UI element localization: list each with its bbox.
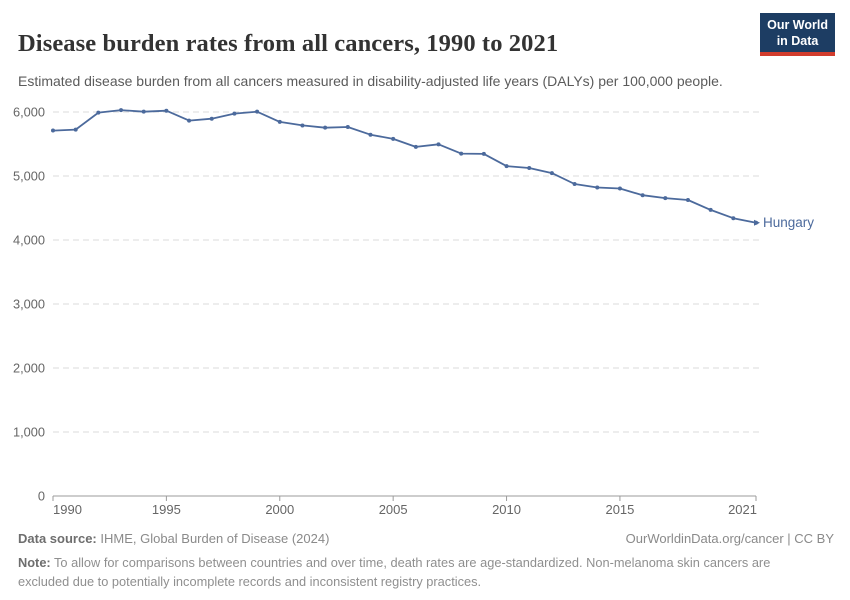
owid-logo-line2: in Data: [776, 34, 819, 48]
y-axis-tick-label: 2,000: [13, 361, 45, 376]
data-point: [187, 118, 192, 123]
x-axis: 1990 1995 2000 2005 2010 2015 2021: [52, 495, 757, 517]
series-line: [52, 109, 757, 224]
data-point: [436, 142, 441, 147]
data-point: [572, 182, 577, 186]
data-point: [708, 207, 713, 212]
x-axis-tick-label: 1995: [152, 502, 181, 517]
line-end-arrow: [754, 219, 760, 226]
page-title: Disease burden rates from all cancers, 1…: [18, 30, 559, 58]
chart-footer: Data source: IHME, Global Burden of Dise…: [18, 531, 834, 592]
data-point: [277, 119, 282, 124]
x-axis-tick-label: 2010: [492, 502, 521, 517]
data-point: [549, 171, 554, 176]
data-point: [481, 151, 486, 156]
data-point: [413, 144, 418, 149]
chart-subtitle: Estimated disease burden from all cancer…: [18, 73, 723, 89]
data-point: [51, 128, 55, 133]
note-text: To allow for comparisons between countri…: [18, 555, 771, 590]
data-point: [300, 123, 305, 128]
data-point: [96, 110, 101, 115]
data-source-label: Data source:: [18, 531, 97, 546]
data-source-text: IHME, Global Burden of Disease (2024): [96, 531, 330, 546]
note-label: Note:: [18, 555, 51, 570]
x-axis-tick-label: 2000: [265, 502, 294, 517]
y-axis-tick-label: 4,000: [13, 233, 45, 248]
data-point: [459, 151, 464, 156]
x-axis-tick-label: 2005: [379, 502, 408, 517]
owid-logo-line1: Our World: [767, 18, 828, 32]
y-axis-tick-label: 5,000: [13, 169, 45, 184]
data-point: [73, 127, 78, 132]
data-point: [640, 193, 645, 198]
x-axis-tick-label: 1990: [53, 502, 82, 517]
data-point: [527, 166, 532, 170]
data-point: [663, 196, 668, 201]
data-point: [731, 216, 736, 221]
line-chart-svg: 0 1,000 2,000 3,000 4,000 5,000 6,000 1990 1995 2…: [13, 105, 814, 518]
data-point: [391, 136, 396, 141]
data-point: [617, 186, 622, 191]
data-point: [232, 111, 237, 116]
data-point: [504, 164, 509, 169]
series-label[interactable]: Hungary: [763, 215, 814, 230]
data-point: [141, 109, 146, 114]
series-hungary: Hungary: [51, 108, 814, 230]
data-point: [164, 108, 169, 113]
data-point: [119, 108, 124, 113]
owid-logo[interactable]: Our World in Data: [760, 13, 835, 56]
data-point: [323, 125, 328, 130]
y-axis-tick-label: 0: [38, 489, 45, 504]
x-axis-tick-label: 2021: [728, 502, 757, 517]
line-chart: 0 1,000 2,000 3,000 4,000 5,000 6,000 1990 1995 2…: [0, 95, 850, 525]
y-axis-tick-label: 1,000: [13, 425, 45, 440]
gridlines: 0 1,000 2,000 3,000 4,000 5,000 6,000: [13, 105, 762, 504]
data-point: [345, 125, 350, 130]
license-link[interactable]: OurWorldinData.org/cancer | CC BY: [625, 531, 834, 546]
data-point: [595, 185, 600, 190]
data-source: Data source: IHME, Global Burden of Dise…: [18, 531, 329, 546]
data-point: [685, 198, 690, 202]
data-point: [255, 109, 260, 114]
data-point: [209, 116, 214, 121]
x-axis-tick-label: 2015: [605, 502, 634, 517]
data-point: [368, 132, 373, 137]
y-axis-tick-label: 3,000: [13, 297, 45, 312]
y-axis-tick-label: 6,000: [13, 105, 45, 120]
